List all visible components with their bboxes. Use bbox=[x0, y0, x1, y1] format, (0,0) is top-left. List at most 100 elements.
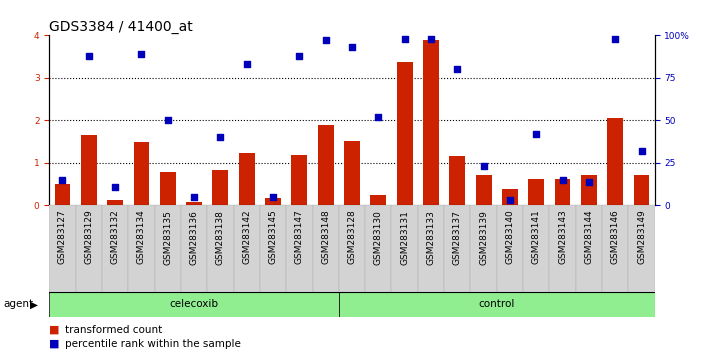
Bar bbox=[391, 205, 417, 292]
Bar bbox=[476, 175, 491, 205]
Point bbox=[320, 38, 332, 43]
Bar bbox=[128, 205, 155, 292]
Text: GSM283129: GSM283129 bbox=[84, 210, 93, 264]
Bar bbox=[134, 142, 149, 205]
Text: GSM283147: GSM283147 bbox=[295, 210, 304, 264]
Bar bbox=[81, 135, 96, 205]
Bar bbox=[449, 156, 465, 205]
Point bbox=[636, 148, 647, 154]
Point bbox=[584, 179, 595, 184]
Bar bbox=[318, 125, 334, 205]
Bar bbox=[602, 205, 629, 292]
Text: GSM283142: GSM283142 bbox=[242, 210, 251, 264]
Text: percentile rank within the sample: percentile rank within the sample bbox=[65, 339, 241, 349]
Text: control: control bbox=[479, 299, 515, 309]
Bar bbox=[339, 205, 365, 292]
Bar bbox=[213, 171, 228, 205]
Bar bbox=[497, 205, 523, 292]
Text: GSM283133: GSM283133 bbox=[427, 210, 436, 264]
Point bbox=[109, 184, 120, 189]
Bar bbox=[239, 154, 255, 205]
Point bbox=[162, 118, 173, 123]
Text: GSM283131: GSM283131 bbox=[400, 210, 409, 264]
Bar bbox=[417, 205, 444, 292]
Text: GSM283128: GSM283128 bbox=[348, 210, 356, 264]
Bar bbox=[181, 205, 207, 292]
Bar bbox=[207, 205, 234, 292]
Bar bbox=[444, 205, 470, 292]
Point bbox=[478, 164, 489, 169]
Bar bbox=[234, 205, 260, 292]
Bar bbox=[344, 141, 360, 205]
Text: GSM283136: GSM283136 bbox=[189, 210, 199, 264]
Bar bbox=[155, 205, 181, 292]
Bar bbox=[291, 155, 307, 205]
Bar bbox=[549, 205, 576, 292]
Point bbox=[189, 194, 200, 200]
Text: transformed count: transformed count bbox=[65, 325, 162, 335]
Bar bbox=[339, 292, 655, 317]
Bar bbox=[523, 205, 549, 292]
Text: GSM283134: GSM283134 bbox=[137, 210, 146, 264]
Text: GSM283143: GSM283143 bbox=[558, 210, 567, 264]
Text: GSM283137: GSM283137 bbox=[453, 210, 462, 264]
Text: GSM283138: GSM283138 bbox=[216, 210, 225, 264]
Point bbox=[294, 53, 305, 59]
Bar bbox=[608, 118, 623, 205]
Bar bbox=[470, 205, 497, 292]
Point bbox=[57, 177, 68, 183]
Text: GDS3384 / 41400_at: GDS3384 / 41400_at bbox=[49, 21, 193, 34]
Text: GSM283140: GSM283140 bbox=[505, 210, 515, 264]
Point bbox=[372, 114, 384, 120]
Text: celecoxib: celecoxib bbox=[170, 299, 218, 309]
Bar bbox=[265, 198, 281, 205]
Bar bbox=[75, 205, 102, 292]
Bar bbox=[160, 172, 175, 205]
Bar bbox=[49, 292, 339, 317]
Point bbox=[504, 198, 515, 203]
Point bbox=[136, 51, 147, 57]
Bar bbox=[555, 179, 570, 205]
Point bbox=[215, 135, 226, 140]
Bar bbox=[629, 205, 655, 292]
Bar bbox=[102, 205, 128, 292]
Bar bbox=[49, 205, 75, 292]
Text: agent: agent bbox=[4, 299, 34, 309]
Bar bbox=[313, 205, 339, 292]
Bar bbox=[529, 179, 544, 205]
Text: GSM283132: GSM283132 bbox=[111, 210, 120, 264]
Point bbox=[531, 131, 542, 137]
Bar bbox=[107, 200, 123, 205]
Bar bbox=[370, 195, 386, 205]
Text: ▶: ▶ bbox=[30, 299, 37, 309]
Bar bbox=[54, 184, 70, 205]
Text: GSM283146: GSM283146 bbox=[611, 210, 620, 264]
Text: GSM283127: GSM283127 bbox=[58, 210, 67, 264]
Point bbox=[452, 67, 463, 72]
Point bbox=[268, 194, 279, 200]
Bar bbox=[397, 62, 413, 205]
Bar bbox=[581, 175, 597, 205]
Text: GSM283149: GSM283149 bbox=[637, 210, 646, 264]
Point bbox=[610, 36, 621, 42]
Text: ■: ■ bbox=[49, 325, 60, 335]
Text: GSM283135: GSM283135 bbox=[163, 210, 172, 264]
Bar bbox=[423, 40, 439, 205]
Text: GSM283141: GSM283141 bbox=[532, 210, 541, 264]
Point bbox=[346, 45, 358, 50]
Bar bbox=[365, 205, 391, 292]
Bar bbox=[502, 189, 518, 205]
Text: GSM283144: GSM283144 bbox=[584, 210, 593, 264]
Point bbox=[557, 177, 568, 183]
Text: GSM283139: GSM283139 bbox=[479, 210, 488, 264]
Bar bbox=[576, 205, 602, 292]
Text: GSM283130: GSM283130 bbox=[374, 210, 383, 264]
Point bbox=[399, 36, 410, 42]
Bar bbox=[287, 205, 313, 292]
Text: GSM283145: GSM283145 bbox=[268, 210, 277, 264]
Bar bbox=[186, 202, 202, 205]
Point bbox=[425, 36, 436, 42]
Point bbox=[241, 62, 252, 67]
Bar bbox=[634, 175, 650, 205]
Text: ■: ■ bbox=[49, 339, 60, 349]
